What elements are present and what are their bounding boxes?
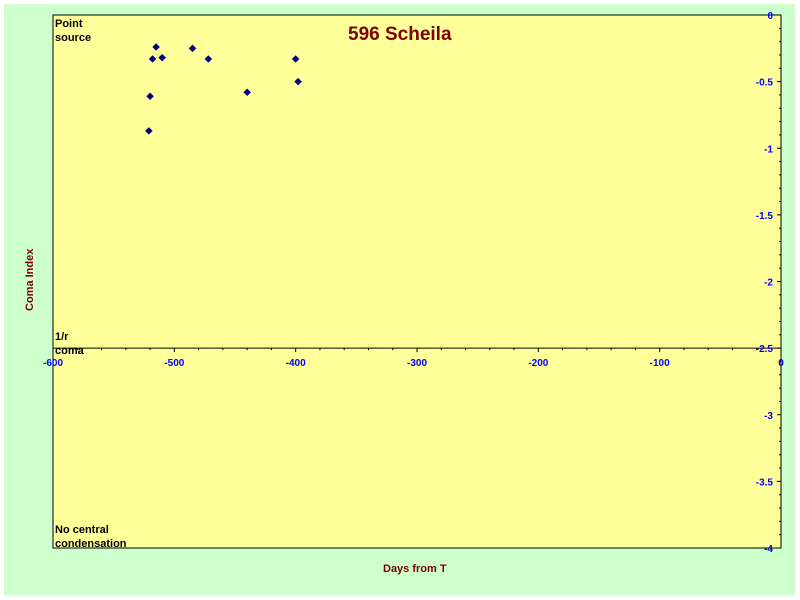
annotation-line: No central (55, 524, 109, 536)
y-tick-label: -2 (764, 278, 773, 289)
x-tick-label: -200 (528, 358, 548, 369)
annotation-line: 1/r (55, 331, 69, 343)
annotation-line: source (55, 32, 92, 44)
data-points (144, 43, 302, 135)
chart-title: 596 Scheila (348, 24, 452, 45)
x-tick-label: -100 (650, 358, 670, 369)
x-tick-label: 0 (778, 358, 784, 369)
annotation-line: coma (55, 345, 84, 356)
x-axis-label: Days from T (383, 563, 447, 575)
annotation-point-source: Point source (55, 17, 91, 45)
annotation-line: condensation (55, 538, 127, 550)
data-point (294, 77, 302, 86)
data-point (144, 127, 153, 135)
y-tick-label: -1.5 (756, 211, 774, 222)
annotation-line: Point (55, 18, 83, 30)
x-tick-label: -300 (407, 358, 427, 369)
data-point (291, 55, 300, 63)
x-tick-label: -400 (286, 358, 306, 369)
y-tick-label: -0.5 (756, 78, 774, 89)
y-tick-label: -3 (764, 411, 773, 422)
axes: 0 -0.5 -1 -1.5 -2 -2.5 -3 -3.5 -4 -600 -500 -400 -30… (43, 11, 784, 555)
y-tick-label: -2.5 (756, 344, 774, 355)
annotation-no-condensation: No central condensation (55, 523, 127, 551)
data-point (204, 55, 213, 63)
y-tick-label: -1 (764, 144, 773, 155)
x-tick-label: -500 (164, 358, 184, 369)
data-point (158, 53, 167, 62)
y-tick-label: -3.5 (756, 477, 774, 488)
y-tick-label: 0 (767, 11, 773, 22)
data-point (148, 55, 157, 63)
x-tick-label: -600 (43, 358, 63, 369)
data-point (188, 44, 197, 53)
data-point (152, 43, 160, 51)
plot-area (52, 14, 782, 549)
annotation-coma: 1/r coma (55, 330, 84, 356)
y-axis-label: Coma Index (24, 248, 36, 311)
data-point (146, 92, 154, 101)
y-tick-label: -4 (764, 544, 773, 555)
data-point (243, 88, 251, 97)
